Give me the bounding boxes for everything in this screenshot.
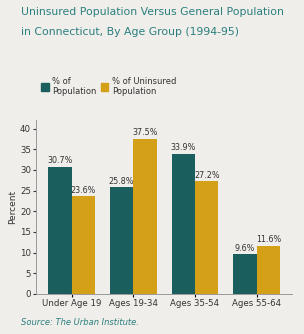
Bar xyxy=(257,246,280,294)
Text: 9.6%: 9.6% xyxy=(235,243,255,253)
Bar xyxy=(233,254,257,294)
Bar xyxy=(171,154,195,294)
Bar xyxy=(71,196,95,294)
Bar xyxy=(195,181,219,294)
Text: 23.6%: 23.6% xyxy=(71,186,96,195)
Text: in Connecticut, By Age Group (1994-95): in Connecticut, By Age Group (1994-95) xyxy=(21,27,239,37)
Text: 27.2%: 27.2% xyxy=(194,171,219,180)
Bar xyxy=(48,167,71,294)
Y-axis label: Percent: Percent xyxy=(8,190,17,224)
Bar xyxy=(133,139,157,294)
Text: Uninsured Population Versus General Population: Uninsured Population Versus General Popu… xyxy=(21,7,284,17)
Text: 33.9%: 33.9% xyxy=(171,143,196,152)
Text: 11.6%: 11.6% xyxy=(256,235,281,244)
Text: 37.5%: 37.5% xyxy=(132,128,158,137)
Text: Source: The Urban Institute.: Source: The Urban Institute. xyxy=(21,318,139,327)
Legend: % of
Population, % of Uninsured
Population: % of Population, % of Uninsured Populati… xyxy=(41,76,177,97)
Text: 30.7%: 30.7% xyxy=(47,156,73,165)
Text: 25.8%: 25.8% xyxy=(109,177,134,186)
Bar xyxy=(110,187,133,294)
